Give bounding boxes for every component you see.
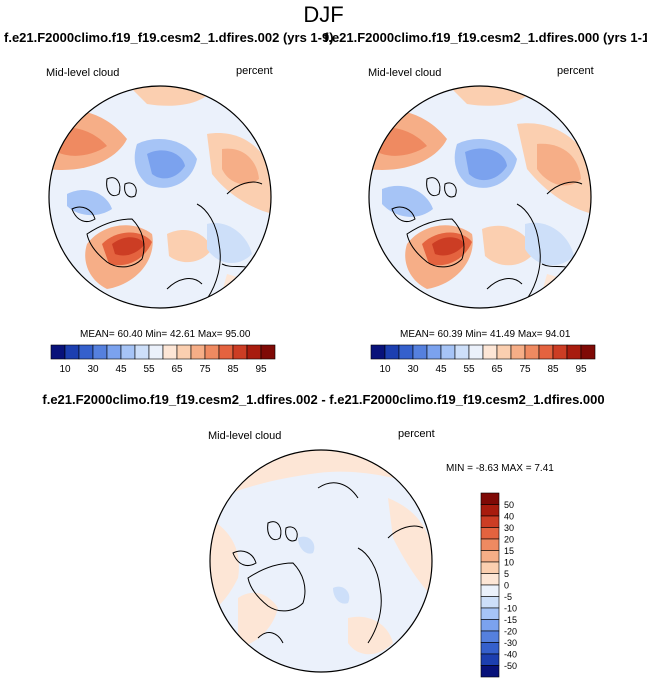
left-colorbar-swatch xyxy=(92,344,108,360)
right-units-label: percent xyxy=(557,65,594,77)
left-colorbar-swatch xyxy=(120,344,136,360)
right-colorbar-swatch xyxy=(552,344,568,360)
diff-colorbar-tick-label: -40 xyxy=(504,650,517,660)
diff-variable-label: Mid-level cloud xyxy=(208,430,282,442)
right-colorbar-swatch xyxy=(496,344,512,360)
right-stats: MEAN= 60.39 Min= 41.49 Max= 94.01 xyxy=(400,329,571,340)
diff-colorbar-tick-label: -50 xyxy=(504,661,517,671)
right-colorbar-swatch xyxy=(580,344,596,360)
left-colorbar-tick-label: 65 xyxy=(171,364,183,375)
right-colorbar-swatch xyxy=(538,344,554,360)
diff-colorbar-swatch xyxy=(480,573,500,586)
right-colorbar-tick-label: 10 xyxy=(379,364,391,375)
diff-colorbar-swatch xyxy=(480,607,500,620)
right-colorbar: 10 30 45 55 65 75 85 95 xyxy=(370,344,596,375)
diff-colorbar-tick-label: 5 xyxy=(504,569,509,579)
diff-colorbar-tick-label: -20 xyxy=(504,627,517,637)
left-colorbar-tick-label: 45 xyxy=(115,364,127,375)
left-colorbar-swatch xyxy=(64,344,80,360)
left-colorbar-swatch xyxy=(190,344,206,360)
diff-stats: MIN = -8.63 MAX = 7.41 xyxy=(446,463,554,474)
right-variable-label: Mid-level cloud xyxy=(368,67,442,79)
diff-colorbar-swatch xyxy=(480,642,500,655)
diff-colorbar-tick-label: 10 xyxy=(504,558,514,568)
left-colorbar: 10 30 45 55 65 75 85 95 xyxy=(50,344,276,375)
diff-colorbar-swatch xyxy=(480,584,500,597)
diff-colorbar-swatch xyxy=(480,527,500,540)
diff-colorbar-swatch xyxy=(480,504,500,517)
left-colorbar-swatch xyxy=(148,344,164,360)
left-colorbar-tick-label: 30 xyxy=(87,364,99,375)
left-colorbar-swatch xyxy=(204,344,220,360)
right-colorbar-tick-label: 65 xyxy=(491,364,503,375)
diff-colorbar-swatch xyxy=(480,665,500,678)
diff-colorbar-tick-label: 20 xyxy=(504,535,514,545)
diff-colorbar-tick-label: -5 xyxy=(504,592,512,602)
diff-units-label: percent xyxy=(398,428,435,440)
diff-colorbar-swatch xyxy=(480,653,500,666)
right-colorbar-swatch xyxy=(412,344,428,360)
diff-colorbar-tick-label: -30 xyxy=(504,638,517,648)
diff-colorbar-tick-label: -10 xyxy=(504,604,517,614)
left-colorbar-swatch xyxy=(162,344,178,360)
right-colorbar-tick-label: 95 xyxy=(575,364,587,375)
left-units-label: percent xyxy=(236,65,273,77)
right-polar-map xyxy=(368,85,592,309)
season-title: DJF xyxy=(303,2,344,27)
right-colorbar-swatch xyxy=(510,344,526,360)
right-colorbar-tick-label: 45 xyxy=(435,364,447,375)
left-variable-label: Mid-level cloud xyxy=(46,67,120,79)
left-polar-map xyxy=(48,85,272,309)
left-colorbar-tick-label: 55 xyxy=(143,364,155,375)
right-colorbar-swatch xyxy=(566,344,582,360)
right-colorbar-swatch xyxy=(370,344,386,360)
left-colorbar-tick-label: 95 xyxy=(255,364,267,375)
right-colorbar-swatch xyxy=(426,344,442,360)
diff-colorbar-swatch xyxy=(480,619,500,632)
diff-colorbar-tick-label: -15 xyxy=(504,615,517,625)
left-colorbar-tick-label: 75 xyxy=(199,364,211,375)
diff-colorbar-tick-label: 40 xyxy=(504,512,514,522)
diff-colorbar-swatch xyxy=(480,515,500,528)
diff-colorbar-swatch xyxy=(480,561,500,574)
left-colorbar-swatch xyxy=(50,344,66,360)
left-panel-title: f.e21.F2000climo.f19_f19.cesm2_1.dfires.… xyxy=(4,30,334,45)
left-colorbar-swatch xyxy=(246,344,262,360)
diff-colorbar-swatch xyxy=(480,550,500,563)
diff-colorbar-swatch xyxy=(480,630,500,643)
left-colorbar-swatch xyxy=(106,344,122,360)
right-colorbar-swatch xyxy=(468,344,484,360)
diff-polar-map xyxy=(209,449,433,673)
diff-colorbar-swatch xyxy=(480,596,500,609)
right-colorbar-swatch xyxy=(398,344,414,360)
left-colorbar-swatch xyxy=(134,344,150,360)
left-colorbar-swatch xyxy=(176,344,192,360)
right-colorbar-swatch xyxy=(482,344,498,360)
left-colorbar-swatch xyxy=(78,344,94,360)
left-colorbar-tick-label: 85 xyxy=(227,364,239,375)
right-colorbar-tick-label: 85 xyxy=(547,364,559,375)
right-colorbar-tick-label: 75 xyxy=(519,364,531,375)
diff-colorbar-swatch xyxy=(480,538,500,551)
diff-colorbar-tick-label: 15 xyxy=(504,546,514,556)
right-colorbar-swatch xyxy=(454,344,470,360)
diff-panel-title: f.e21.F2000climo.f19_f19.cesm2_1.dfires.… xyxy=(42,392,605,407)
right-panel-title: f.e21.F2000climo.f19_f19.cesm2_1.dfires.… xyxy=(324,30,647,45)
left-colorbar-tick-label: 10 xyxy=(59,364,71,375)
diff-colorbar-tick-label: 50 xyxy=(504,500,514,510)
left-colorbar-swatch xyxy=(260,344,276,360)
left-colorbar-swatch xyxy=(232,344,248,360)
right-colorbar-swatch xyxy=(384,344,400,360)
left-stats: MEAN= 60.40 Min= 42.61 Max= 95.00 xyxy=(80,329,251,340)
diff-colorbar-tick-label: 0 xyxy=(504,581,509,591)
right-colorbar-swatch xyxy=(524,344,540,360)
left-colorbar-swatch xyxy=(218,344,234,360)
diff-colorbar-swatch xyxy=(480,492,500,505)
right-colorbar-tick-label: 55 xyxy=(463,364,475,375)
right-colorbar-tick-label: 30 xyxy=(407,364,419,375)
diff-colorbar-tick-label: 30 xyxy=(504,523,514,533)
right-colorbar-swatch xyxy=(440,344,456,360)
